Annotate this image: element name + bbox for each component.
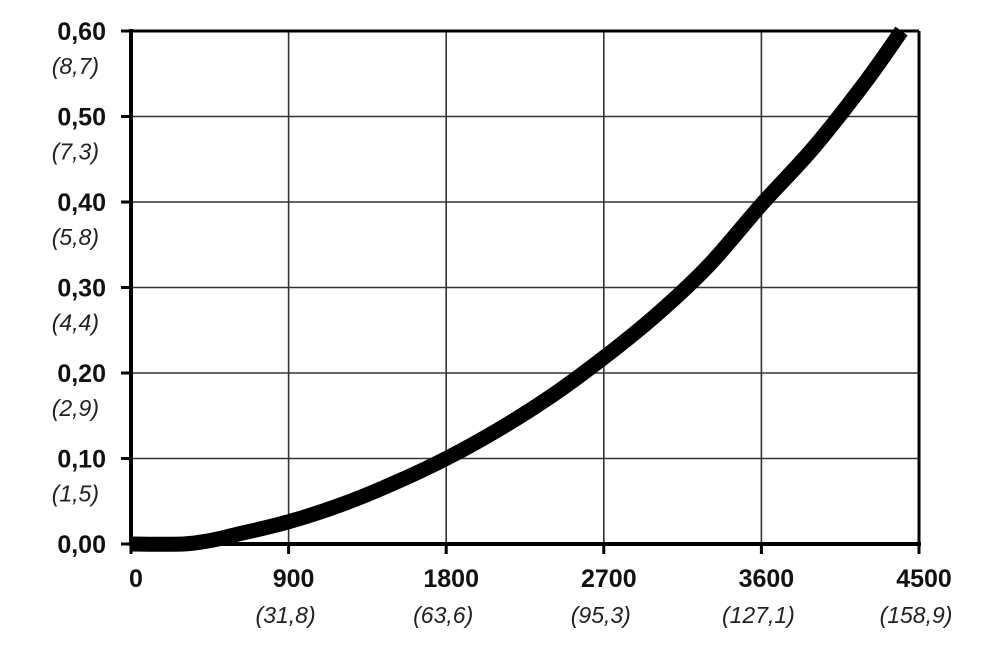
xtick-label: 2700 <box>581 565 637 593</box>
ytick-label: 0,60 <box>57 18 106 46</box>
ytick-sublabel: (8,7) <box>52 53 99 79</box>
ytick-sublabel: (2,9) <box>52 395 99 421</box>
xtick-sublabel: (95,3) <box>571 602 631 628</box>
ytick-label: 0,00 <box>57 531 106 559</box>
series-line-0 <box>130 26 908 552</box>
xtick-sublabel: (63,6) <box>413 602 473 628</box>
xtick-label: 4500 <box>896 565 952 593</box>
grid-lines <box>131 31 919 544</box>
ytick-sublabel: (7,3) <box>52 139 99 165</box>
ytick-sublabel: (5,8) <box>52 224 99 250</box>
x-axis-ticks: 0 900 (31,8) 1800 (63,6) 2700 (95,3) 3600 (127,1… <box>129 544 952 628</box>
ytick-sublabel: (1,5) <box>52 481 99 507</box>
ytick-sublabel: (4,4) <box>52 310 99 336</box>
xtick-label: 0 <box>129 565 143 593</box>
xtick-sublabel: (31,8) <box>256 602 316 628</box>
xtick-label: 900 <box>273 565 315 593</box>
ytick-label: 0,30 <box>57 275 106 303</box>
y-axis-ticks: 0,00 0,10 (1,5) 0,20 (2,9) 0,30 (4,4) 0,40 (5,8)… <box>52 18 131 559</box>
xtick-sublabel: (127,1) <box>722 602 795 628</box>
ytick-label: 0,20 <box>57 360 106 388</box>
ytick-label: 0,10 <box>57 446 106 474</box>
series-layer <box>130 26 908 552</box>
xtick-label: 3600 <box>739 565 795 593</box>
ytick-label: 0,40 <box>57 189 106 217</box>
xtick-label: 1800 <box>423 565 479 593</box>
xtick-sublabel: (158,9) <box>880 602 953 628</box>
ytick-label: 0,50 <box>57 104 106 132</box>
